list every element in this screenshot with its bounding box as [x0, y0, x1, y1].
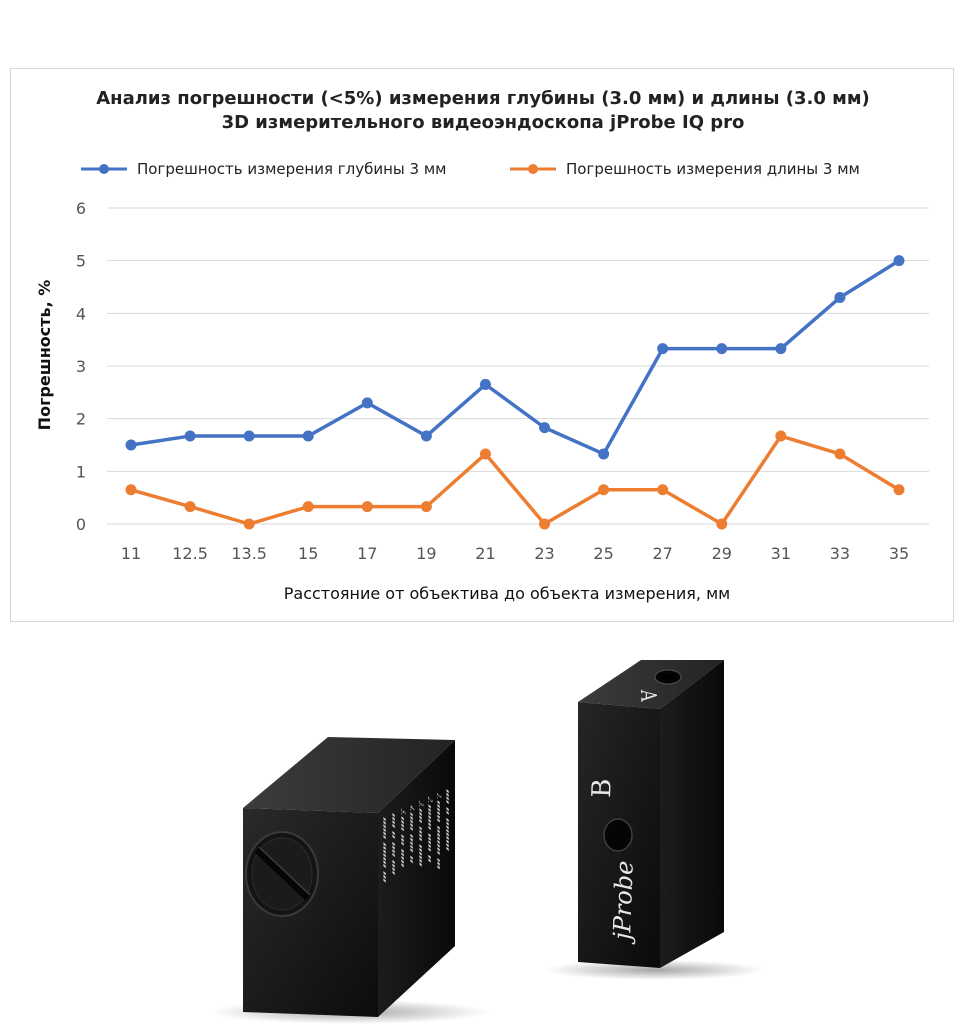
series-line-1 — [130, 434, 900, 526]
data-point — [302, 501, 314, 513]
data-point — [598, 484, 610, 496]
legend-item-length: Погрешность измерения длины 3 мм — [508, 157, 860, 181]
x-tick-label: 21 — [475, 544, 495, 563]
x-tick-labels: 11 12.5 13.5 15 17 19 21 23 25 27 29 31 33 35 — [121, 544, 909, 563]
data-point — [598, 448, 610, 460]
data-point — [243, 430, 255, 442]
block-letter: B — [587, 778, 618, 798]
svg-text:▪▪▪▪ ▪▪ ▪▪▪▪ ▪▪▪▪: ▪▪▪▪ ▪▪ ▪▪▪▪ ▪▪▪▪ — [390, 811, 397, 878]
data-point — [243, 518, 255, 530]
series-0 — [125, 255, 905, 460]
chart-title: Анализ погрешности (<5%) измерения глуби… — [11, 87, 955, 135]
legend-label-depth: Погрешность измерения глубины 3 мм — [137, 160, 447, 178]
data-point — [775, 343, 787, 355]
product-photo: ▪▪▪▪ ▪▪ ▪▪▪▪▪▪▪▪▪ 1.▪▪▪▪▪▪ ▪▪▪▪▪▪▪▪ ▪▪▪ … — [210, 660, 765, 1024]
data-point — [125, 439, 137, 451]
data-point — [657, 343, 669, 355]
data-point — [539, 422, 551, 434]
top-hole — [654, 669, 682, 685]
y-tick-labels: 0 1 2 3 4 5 6 — [76, 199, 86, 534]
screw-head — [245, 831, 319, 917]
y-tick-label: 5 — [76, 252, 86, 271]
data-point — [834, 292, 846, 304]
x-axis-title: Расстояние от объектива до объекта измер… — [284, 584, 731, 603]
x-tick-label: 13.5 — [231, 544, 267, 563]
x-tick-label: 31 — [771, 544, 791, 563]
x-tick-label: 35 — [889, 544, 909, 563]
gauge-block-left: ▪▪▪▪ ▪▪ ▪▪▪▪▪▪▪▪▪ 1.▪▪▪▪▪▪ ▪▪▪▪▪▪▪▪ ▪▪▪ … — [210, 737, 490, 1024]
data-point — [184, 430, 196, 442]
x-tick-label: 12.5 — [172, 544, 208, 563]
data-point — [716, 343, 728, 355]
gauge-block-right: A B jProbe — [545, 660, 765, 980]
data-point — [893, 255, 905, 267]
chart-panel: Анализ погрешности (<5%) измерения глуби… — [10, 68, 954, 622]
data-point — [420, 501, 432, 513]
x-tick-label: 15 — [298, 544, 318, 563]
chart-title-line-2: 3D измерительного видеоэндоскопа jProbe … — [221, 112, 745, 133]
brand-logo: jProbe — [608, 860, 639, 945]
data-point — [775, 430, 787, 442]
data-point — [834, 448, 846, 460]
data-point — [184, 501, 196, 513]
gridlines — [107, 207, 929, 525]
data-point — [479, 378, 491, 390]
svg-text:4.▪▪▪▪▪ ▪▪▪▪▪ ▪▪: 4.▪▪▪▪▪ ▪▪▪▪▪ ▪▪ — [408, 803, 415, 867]
legend-label-length: Погрешность измерения длины 3 мм — [566, 160, 860, 178]
data-point — [716, 518, 728, 530]
series-line-0 — [130, 259, 900, 456]
data-point — [361, 501, 373, 513]
x-tick-label: 27 — [653, 544, 673, 563]
y-tick-label: 0 — [76, 515, 86, 534]
x-tick-label: 25 — [593, 544, 613, 563]
legend: Погрешность измерения глубины 3 мм Погре… — [11, 157, 955, 181]
svg-text:3.▪▪▪▪ ▪▪▪▪ ▪▪▪▪▪▪: 3.▪▪▪▪ ▪▪▪▪ ▪▪▪▪▪▪ — [417, 799, 424, 870]
y-axis-title: Погрешность, % — [35, 280, 54, 431]
x-tick-label: 23 — [534, 544, 554, 563]
x-tick-label: 17 — [357, 544, 377, 563]
y-tick-label: 4 — [76, 304, 86, 323]
data-point — [539, 518, 551, 530]
svg-text:1.▪▪▪▪▪▪ ▪▪▪▪▪▪▪▪ ▪▪▪: 1.▪▪▪▪▪▪ ▪▪▪▪▪▪▪▪ ▪▪▪ — [435, 791, 442, 873]
data-point — [302, 430, 314, 442]
engraved-instructions: ▪▪▪▪ ▪▪ ▪▪▪▪▪▪▪▪▪ 1.▪▪▪▪▪▪ ▪▪▪▪▪▪▪▪ ▪▪▪ … — [381, 787, 451, 886]
x-tick-label: 33 — [830, 544, 850, 563]
y-tick-label: 1 — [76, 462, 86, 481]
svg-text:5.▪▪▪▪ ▪▪▪ ▪▪▪▪▪: 5.▪▪▪▪ ▪▪▪ ▪▪▪▪▪ — [399, 807, 406, 871]
block-top-letter: A — [635, 688, 661, 702]
data-point — [420, 430, 432, 442]
legend-swatch-depth — [81, 164, 127, 174]
data-point — [361, 397, 373, 409]
legend-item-depth: Погрешность измерения глубины 3 мм — [79, 157, 446, 181]
data-point — [893, 484, 905, 496]
x-tick-label: 11 — [121, 544, 141, 563]
x-tick-label: 29 — [712, 544, 732, 563]
svg-text:2.▪▪▪▪▪▪▪ ▪▪▪▪▪ ▪▪: 2.▪▪▪▪▪▪▪ ▪▪▪▪▪ ▪▪ — [426, 795, 433, 866]
x-tick-label: 19 — [416, 544, 436, 563]
data-point — [479, 448, 491, 460]
y-tick-label: 6 — [76, 199, 86, 218]
chart-title-line-1: Анализ погрешности (<5%) измерения глуби… — [96, 88, 870, 109]
data-point — [125, 484, 137, 496]
y-tick-label: 3 — [76, 357, 86, 376]
series-1 — [125, 430, 905, 530]
data-point — [657, 484, 669, 496]
legend-swatch-length — [510, 164, 556, 174]
series-layer — [125, 255, 905, 530]
y-tick-label: 2 — [76, 410, 86, 429]
side-hole — [603, 818, 633, 852]
svg-text:▪▪▪▪ ▪▪ ▪▪▪▪▪▪▪▪▪: ▪▪▪▪ ▪▪ ▪▪▪▪▪▪▪▪▪ — [444, 787, 451, 854]
svg-text:▪▪▪▪▪▪ ▪▪▪▪▪▪▪ ▪▪▪: ▪▪▪▪▪▪ ▪▪▪▪▪▪▪ ▪▪▪ — [381, 815, 388, 886]
